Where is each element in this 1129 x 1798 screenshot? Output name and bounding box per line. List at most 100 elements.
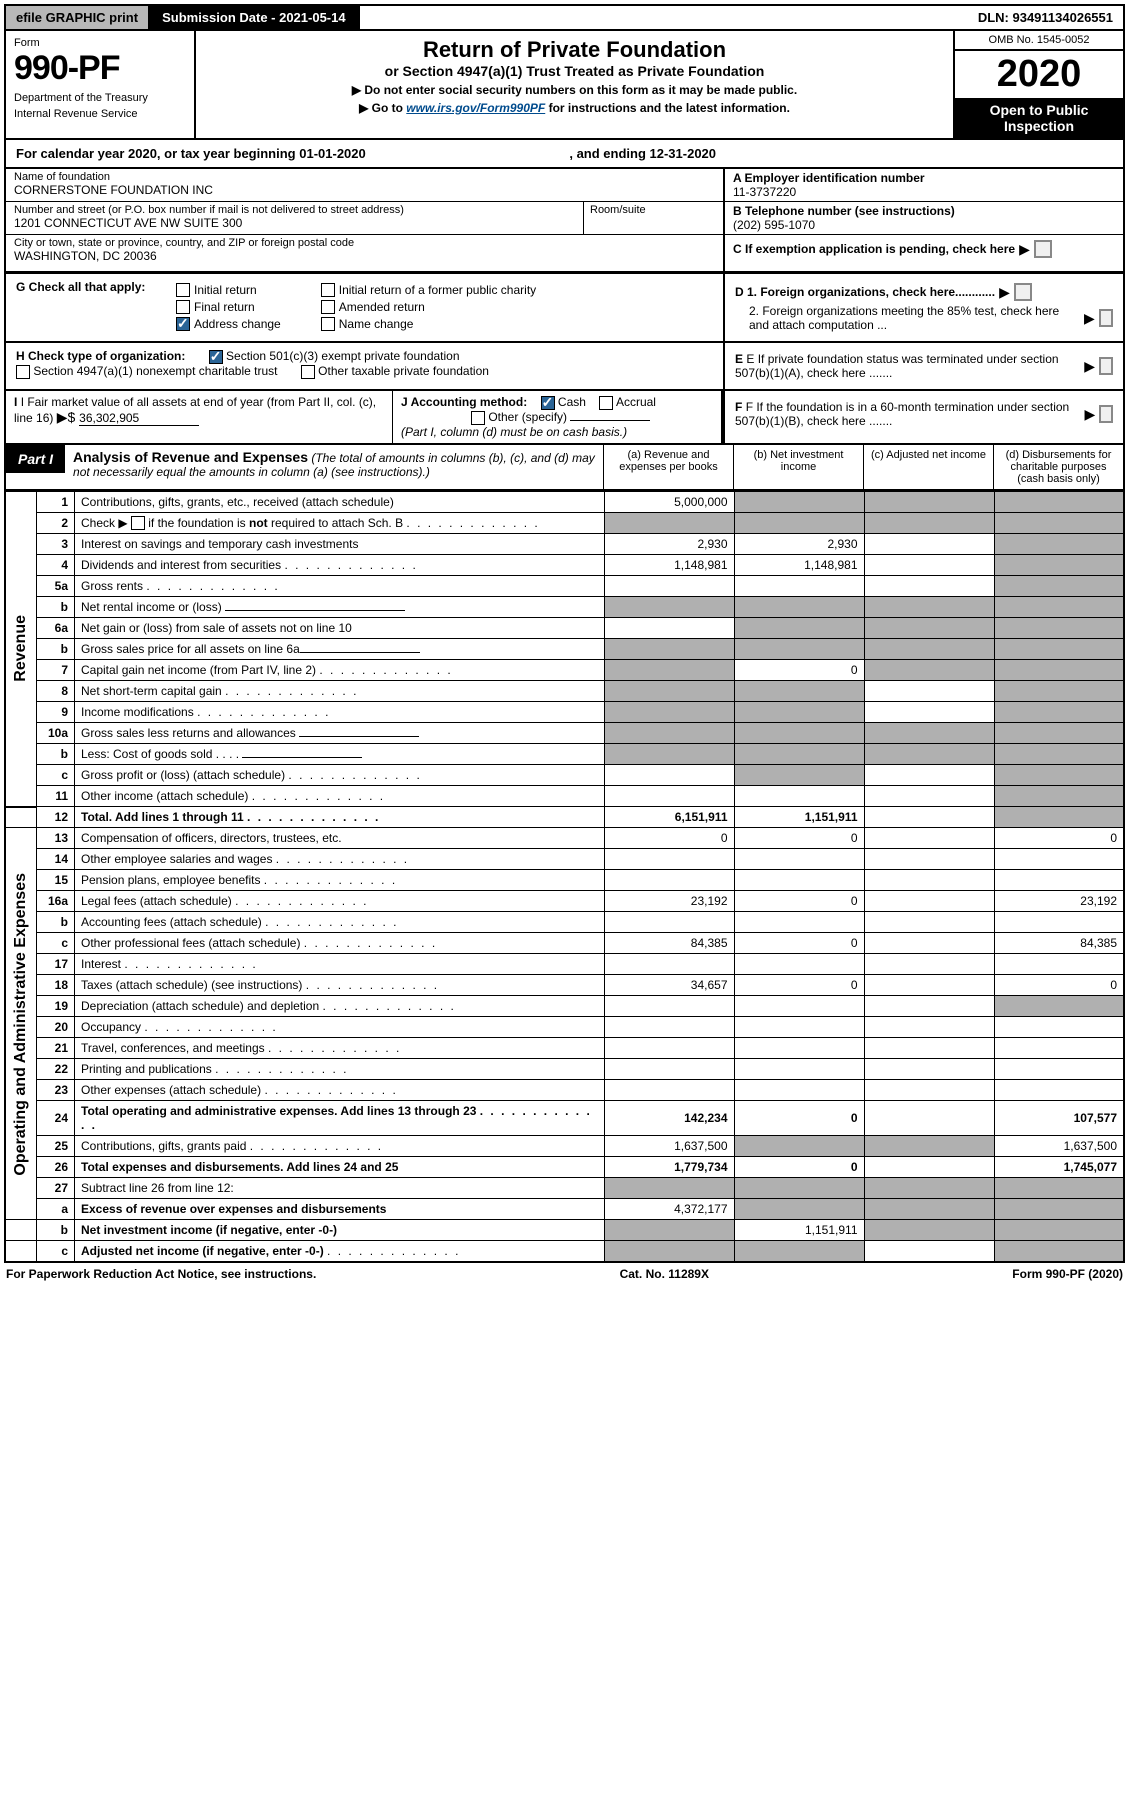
calendar-year-row: For calendar year 2020, or tax year begi… [4,140,1125,169]
phone-label: B Telephone number (see instructions) [733,204,1115,218]
table-row: 22Printing and publications [5,1059,1124,1080]
cell-d [994,534,1124,555]
accrual-label: Accrual [616,395,656,409]
row-num: b [37,639,75,660]
footer-right: Form 990-PF (2020) [1012,1267,1123,1281]
c-checkbox[interactable] [1034,240,1052,258]
initial-former-checkbox[interactable] [321,283,335,297]
table-row: 21Travel, conferences, and meetings [5,1038,1124,1059]
cell-d [994,555,1124,576]
row-num: 21 [37,1038,75,1059]
row-num: b [37,1220,75,1241]
other-method-line [570,420,650,421]
name-change-checkbox[interactable] [321,317,335,331]
d1-checkbox[interactable] [1014,283,1032,301]
form990pf-link[interactable]: www.irs.gov/Form990PF [406,101,545,115]
city-value: WASHINGTON, DC 20036 [14,249,715,263]
cell-b: 1,151,911 [734,807,864,828]
table-row: 6aNet gain or (loss) from sale of assets… [5,618,1124,639]
table-row: 26Total expenses and disbursements. Add … [5,1157,1124,1178]
row-num: 25 [37,1136,75,1157]
row-desc: Taxes (attach schedule) (see instruction… [75,975,605,996]
row-desc: Total. Add lines 1 through 11 [75,807,605,828]
row-desc: Gross rents [75,576,605,597]
initial-return-checkbox[interactable] [176,283,190,297]
other-method-checkbox[interactable] [471,411,485,425]
row-num: b [37,912,75,933]
h-other-checkbox[interactable] [301,365,315,379]
initial-return-label: Initial return [194,283,257,297]
row-num: c [37,1241,75,1263]
d2-checkbox[interactable] [1099,309,1113,327]
row-desc: Other income (attach schedule) [75,786,605,807]
table-row: bLess: Cost of goods sold . . . . [5,744,1124,765]
row-num: 11 [37,786,75,807]
row-num: c [37,765,75,786]
cell-b: 0 [734,828,864,849]
row-num: 17 [37,954,75,975]
e-checkbox[interactable] [1099,357,1113,375]
row-num: 13 [37,828,75,849]
city-c-row: City or town, state or province, country… [4,235,1125,273]
row-desc: Other employee salaries and wages [75,849,605,870]
table-row: bNet investment income (if negative, ent… [5,1220,1124,1241]
row-desc: Contributions, gifts, grants paid [75,1136,605,1157]
row-desc: Capital gain net income (from Part IV, l… [75,660,605,681]
page-footer: For Paperwork Reduction Act Notice, see … [4,1263,1125,1285]
phone-cell: B Telephone number (see instructions) (2… [723,202,1123,234]
form-number: 990-PF [14,49,186,88]
schb-checkbox[interactable] [131,516,145,530]
room-cell: Room/suite [583,202,723,234]
final-return-checkbox[interactable] [176,300,190,314]
g-label: G Check all that apply: [16,280,145,294]
row-desc: Compensation of officers, directors, tru… [75,828,605,849]
address-change-label: Address change [194,317,281,331]
row-desc: Income modifications [75,702,605,723]
h-501c3-checkbox[interactable] [209,350,223,364]
part-i-tab: Part I [6,445,65,473]
row-desc: Other professional fees (attach schedule… [75,933,605,954]
cash-checkbox[interactable] [541,396,555,410]
cell-d: 0 [994,828,1124,849]
row-desc: Adjusted net income (if negative, enter … [75,1241,605,1263]
cell-a: 4,372,177 [604,1199,734,1220]
table-row: 27Subtract line 26 from line 12: [5,1178,1124,1199]
name-ein-row: Name of foundation CORNERSTONE FOUNDATIO… [4,169,1125,202]
arrow-icon: ▶ [1084,406,1095,423]
row-desc: Total expenses and disbursements. Add li… [75,1157,605,1178]
initial-former-label: Initial return of a former public charit… [339,283,536,297]
cell-d: 84,385 [994,933,1124,954]
address-change-checkbox[interactable] [176,317,190,331]
e-label: E If private foundation status was termi… [735,352,1059,380]
table-row: 25Contributions, gifts, grants paid 1,63… [5,1136,1124,1157]
f-checkbox[interactable] [1099,405,1113,423]
table-row: 20Occupancy [5,1017,1124,1038]
header-left: Form 990-PF Department of the Treasury I… [6,31,196,138]
row-desc: Printing and publications [75,1059,605,1080]
h-4947-checkbox[interactable] [16,365,30,379]
table-row: 19Depreciation (attach schedule) and dep… [5,996,1124,1017]
row-num: 3 [37,534,75,555]
cell-b: 0 [734,1101,864,1136]
row-num: c [37,933,75,954]
ein-value: 11-3737220 [733,185,1115,199]
j-label: J Accounting method: [401,395,527,409]
row-desc: Net gain or (loss) from sale of assets n… [75,618,605,639]
cell-b: 0 [734,933,864,954]
table-row: 8Net short-term capital gain [5,681,1124,702]
cell-b: 1,148,981 [734,555,864,576]
efile-print-button[interactable]: efile GRAPHIC print [6,6,150,29]
room-label: Room/suite [590,204,717,216]
cell-b: 0 [734,1157,864,1178]
amended-return-checkbox[interactable] [321,300,335,314]
d2-label: 2. Foreign organizations meeting the 85%… [749,304,1080,332]
row-num: 26 [37,1157,75,1178]
row-num: 12 [37,807,75,828]
cell-a: 84,385 [604,933,734,954]
table-row: 5aGross rents [5,576,1124,597]
col-a-header: (a) Revenue and expenses per books [603,445,733,489]
top-bar: efile GRAPHIC print Submission Date - 20… [4,4,1125,31]
accrual-checkbox[interactable] [599,396,613,410]
table-row: 14Other employee salaries and wages [5,849,1124,870]
col-d-header: (d) Disbursements for charitable purpose… [993,445,1123,489]
